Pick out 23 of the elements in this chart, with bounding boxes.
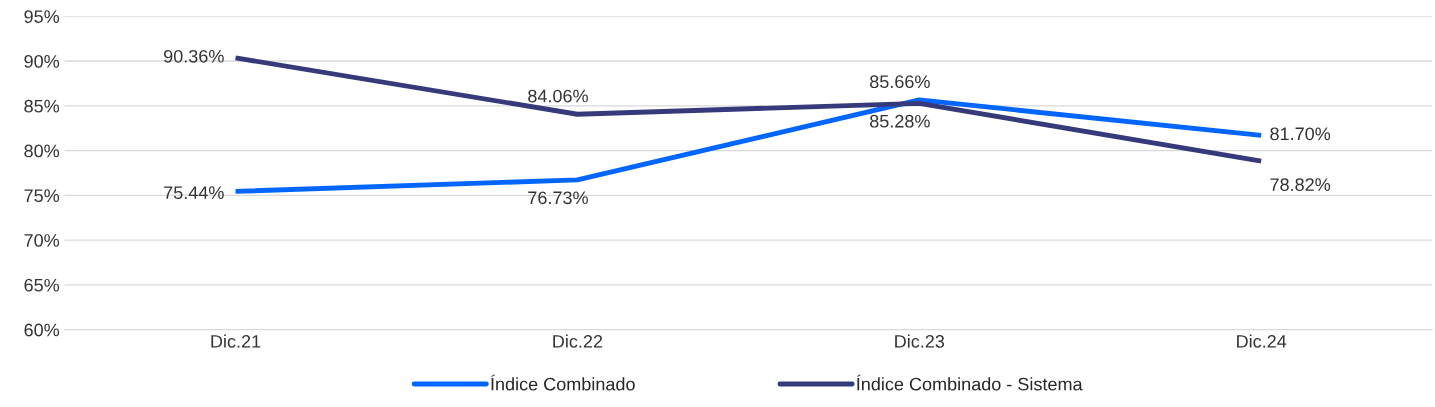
data-label: 85.66% — [870, 75, 930, 89]
data-label: 90.36% — [164, 49, 224, 63]
legend-label: Índice Combinado — [491, 374, 635, 391]
data-label: 75.44% — [164, 186, 224, 200]
y-tick-label: 95% — [24, 10, 60, 23]
x-tick-label: Dic.21 — [211, 334, 261, 348]
y-tick-label: 70% — [24, 234, 60, 247]
data-label: 85.28% — [870, 114, 930, 128]
x-tick-label: Dic.22 — [553, 334, 603, 348]
data-label: 81.70% — [1270, 127, 1331, 141]
y-tick-label: 75% — [24, 189, 60, 203]
data-label: 84.06% — [528, 89, 588, 103]
y-tick-label: 80% — [24, 144, 60, 158]
line-series — [233, 55, 1264, 164]
data-label: 76.73% — [528, 191, 588, 205]
data-label: 78.82% — [1270, 178, 1331, 191]
x-tick-label: Dic.24 — [1237, 334, 1287, 348]
y-tick-label: 60% — [24, 323, 60, 337]
legend-label: Índice Combinado - Sistema — [857, 374, 1083, 391]
y-tick-label: 90% — [24, 54, 60, 68]
x-tick-label: Dic.23 — [895, 334, 945, 348]
y-tick-label: 85% — [24, 99, 60, 113]
y-tick-label: 65% — [24, 278, 60, 292]
